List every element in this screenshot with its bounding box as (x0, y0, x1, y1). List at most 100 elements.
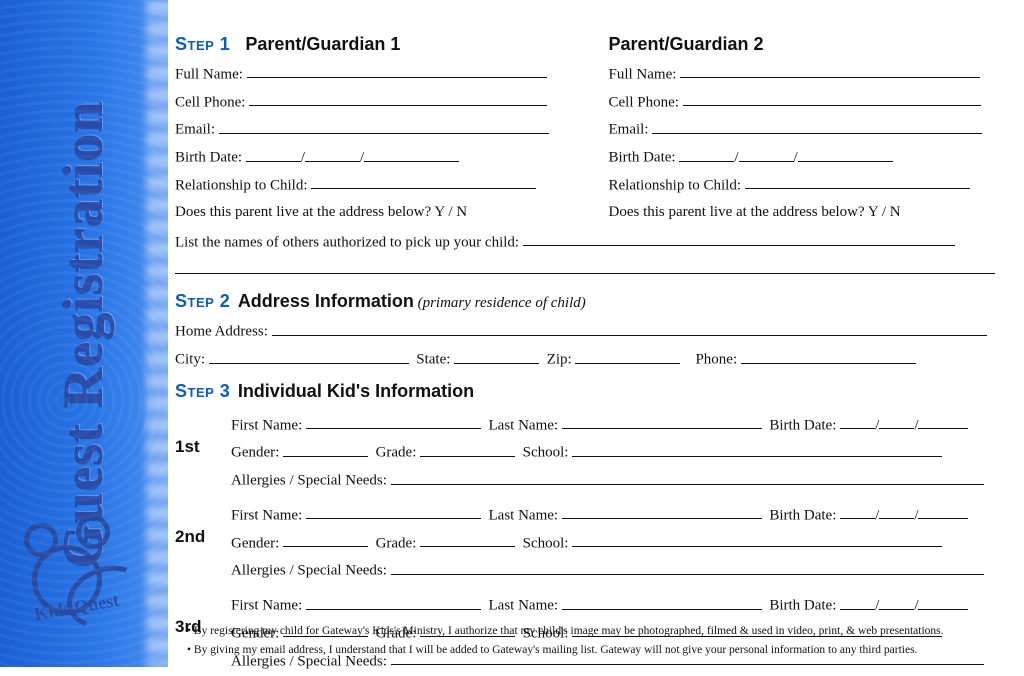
kid-block-2: 2nd First Name: Last Name: Birth Date: /… (175, 500, 1012, 586)
cell-phone-field-2[interactable] (683, 90, 981, 107)
step1-row: Step 1 Parent/Guardian 1 Full Name: Cell… (175, 28, 1012, 227)
full-name-field-2[interactable] (680, 62, 980, 79)
full-name-field[interactable] (247, 62, 547, 79)
grade-field[interactable] (420, 440, 515, 457)
first-name-field[interactable] (306, 503, 481, 520)
phone-field[interactable] (741, 347, 916, 364)
first-name-label: First Name: (231, 598, 302, 614)
school-field[interactable] (572, 531, 942, 548)
form-content: Step 1 Parent/Guardian 1 Full Name: Cell… (175, 28, 1012, 659)
grade-label: Grade: (376, 535, 417, 551)
bd-d[interactable] (879, 593, 914, 610)
birthdate-d-field-2[interactable] (739, 145, 794, 162)
gender-field[interactable] (283, 440, 368, 457)
guardian2-column: Parent/Guardian 2 Full Name: Cell Phone:… (609, 28, 1013, 227)
state-label: State: (416, 352, 450, 368)
birthdate-m-field-2[interactable] (679, 145, 734, 162)
step2-subhead: (primary residence of child) (418, 295, 586, 311)
bd-d[interactable] (879, 413, 914, 430)
birth-date-label: Birth Date: (769, 598, 836, 614)
last-name-field[interactable] (562, 503, 762, 520)
allergies-field[interactable] (391, 468, 984, 485)
birth-date-label: Birth Date: (769, 417, 836, 433)
step2-heading: Address Information (238, 291, 414, 311)
gender-field[interactable] (283, 531, 368, 548)
allergies-label: Allergies / Special Needs: (231, 563, 387, 579)
authorized-pickup-field-2[interactable] (175, 258, 995, 275)
zip-label: Zip: (547, 352, 572, 368)
authorized-pickup-label: List the names of others authorized to p… (175, 234, 519, 250)
birth-date-label: Birth Date: (609, 150, 676, 166)
authorized-pickup-field[interactable] (523, 230, 955, 247)
last-name-label: Last Name: (489, 417, 559, 433)
birthdate-y-field[interactable] (364, 145, 459, 162)
guardian1-heading: Parent/Guardian 1 (245, 34, 400, 54)
sidebar-banner: Guest Registration Kids Quest (0, 0, 168, 667)
grade-field[interactable] (420, 531, 515, 548)
cell-phone-field[interactable] (249, 90, 547, 107)
address-question-2[interactable]: Does this parent live at the address bel… (609, 201, 1013, 224)
email-field[interactable] (219, 117, 549, 134)
guardian1-column: Step 1 Parent/Guardian 1 Full Name: Cell… (175, 28, 579, 227)
birth-date-label: Birth Date: (769, 507, 836, 523)
email-field-2[interactable] (652, 117, 982, 134)
relationship-field[interactable] (311, 173, 536, 190)
city-field[interactable] (209, 347, 409, 364)
gender-label: Gender: (231, 535, 279, 551)
birthdate-m-field[interactable] (246, 145, 301, 162)
bd-y[interactable] (918, 593, 968, 610)
home-address-field[interactable] (272, 319, 987, 336)
last-name-label: Last Name: (489, 598, 559, 614)
kid-ordinal-2: 2nd (175, 500, 231, 586)
relationship-field-2[interactable] (745, 173, 970, 190)
relationship-label: Relationship to Child: (609, 177, 742, 193)
disclaimers: By registering my child for Gateway's Ki… (175, 622, 1012, 659)
school-label: School: (523, 445, 569, 461)
gender-label: Gender: (231, 445, 279, 461)
birthdate-d-field[interactable] (305, 145, 360, 162)
phone-label: Phone: (695, 352, 737, 368)
step1-label: Step 1 (175, 34, 230, 54)
bd-m[interactable] (840, 413, 875, 430)
disclaimer-1: By registering my child for Gateway's Ki… (175, 622, 1012, 640)
full-name-label: Full Name: (175, 66, 243, 82)
full-name-label: Full Name: (609, 66, 677, 82)
last-name-label: Last Name: (489, 507, 559, 523)
guardian2-heading: Parent/Guardian 2 (609, 34, 764, 54)
step3-label: Step 3 (175, 381, 230, 401)
first-name-field[interactable] (306, 413, 481, 430)
email-label: Email: (609, 122, 649, 138)
last-name-field[interactable] (562, 593, 762, 610)
zip-field[interactable] (575, 347, 680, 364)
relationship-label: Relationship to Child: (175, 177, 308, 193)
birthdate-y-field-2[interactable] (798, 145, 893, 162)
bd-m[interactable] (840, 503, 875, 520)
email-label: Email: (175, 122, 215, 138)
bd-y[interactable] (918, 413, 968, 430)
allergies-label: Allergies / Special Needs: (231, 473, 387, 489)
kids-quest-logo: Kids Quest (18, 519, 148, 649)
first-name-label: First Name: (231, 417, 302, 433)
step2-label: Step 2 (175, 291, 230, 311)
bd-d[interactable] (879, 503, 914, 520)
birth-date-label: Birth Date: (175, 150, 242, 166)
allergies-field[interactable] (391, 558, 984, 575)
step3-heading: Individual Kid's Information (238, 381, 474, 401)
first-name-field[interactable] (306, 593, 481, 610)
kid-ordinal-1: 1st (175, 410, 231, 496)
address-question-1[interactable]: Does this parent live at the address bel… (175, 201, 579, 224)
bd-y[interactable] (918, 503, 968, 520)
school-field[interactable] (572, 440, 942, 457)
bd-m[interactable] (840, 593, 875, 610)
city-label: City: (175, 352, 205, 368)
state-field[interactable] (454, 347, 539, 364)
sidebar-title: Guest Registration (52, 100, 116, 568)
cell-phone-label: Cell Phone: (609, 94, 679, 110)
kid-block-1: 1st First Name: Last Name: Birth Date: /… (175, 410, 1012, 496)
school-label: School: (523, 535, 569, 551)
cell-phone-label: Cell Phone: (175, 94, 245, 110)
first-name-label: First Name: (231, 507, 302, 523)
last-name-field[interactable] (562, 413, 762, 430)
disclaimer-2: By giving my email address, I understand… (175, 641, 1012, 659)
home-address-label: Home Address: (175, 324, 268, 340)
